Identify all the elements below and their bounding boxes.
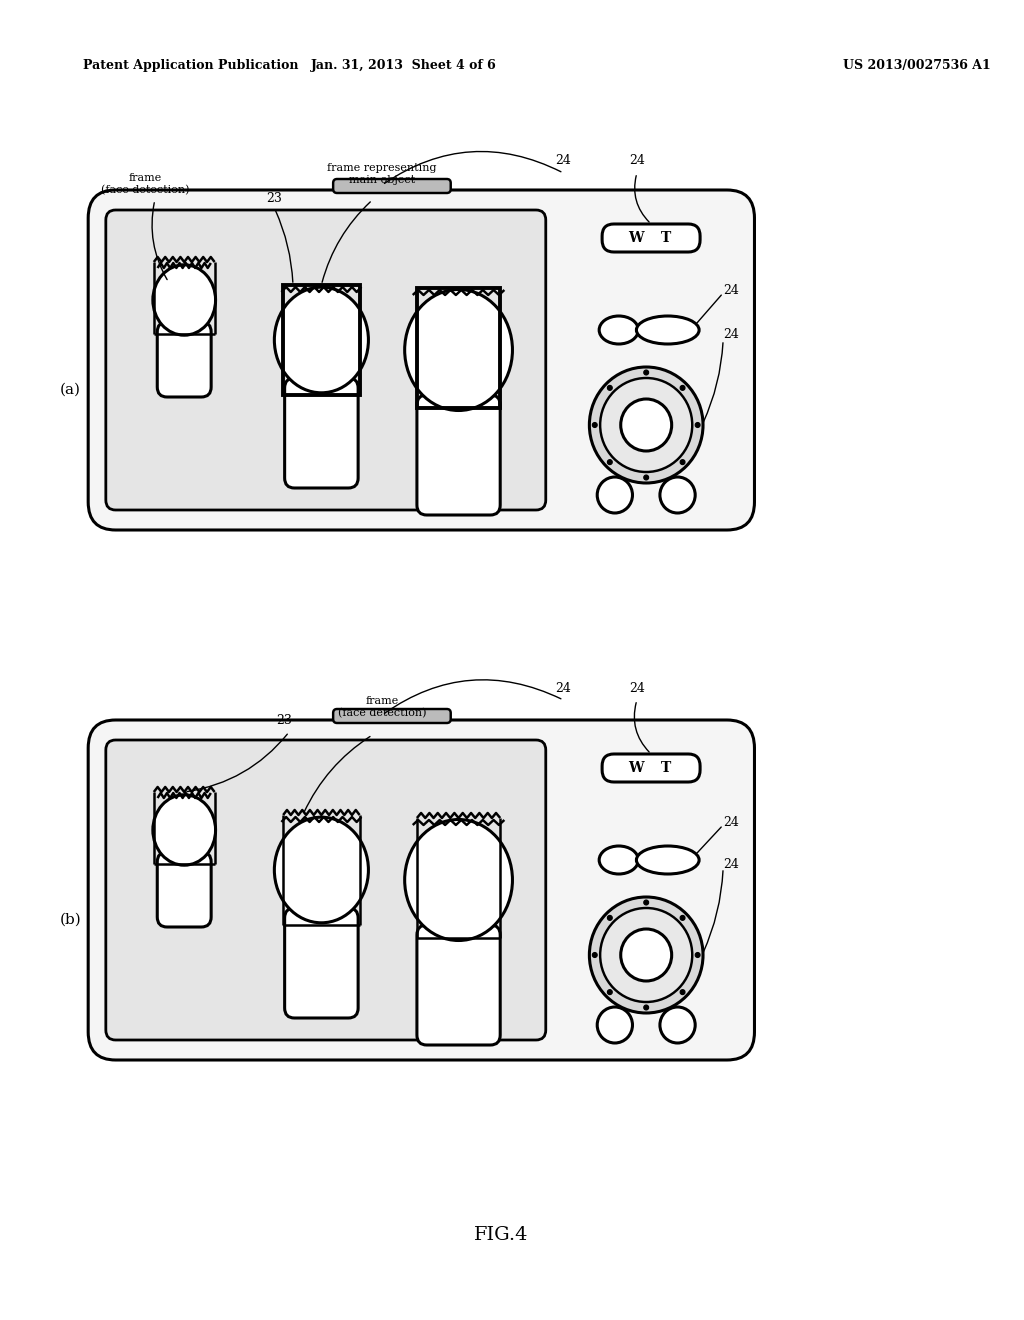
Ellipse shape [404,289,512,411]
Text: 24: 24 [723,329,739,342]
FancyBboxPatch shape [88,190,755,531]
Text: frame
(face detection): frame (face detection) [338,696,426,718]
Circle shape [597,1007,633,1043]
Bar [417,288,500,408]
Circle shape [621,399,672,451]
Ellipse shape [636,315,699,345]
FancyBboxPatch shape [285,908,358,1018]
Circle shape [600,378,692,473]
Ellipse shape [680,990,685,995]
FancyBboxPatch shape [88,719,755,1060]
Text: 23: 23 [266,191,283,205]
Text: W: W [629,231,644,246]
Text: frame
(face detection): frame (face detection) [100,173,189,195]
FancyBboxPatch shape [105,741,546,1040]
Text: FIG.4: FIG.4 [474,1226,529,1243]
Circle shape [590,367,703,483]
FancyBboxPatch shape [158,851,211,927]
FancyBboxPatch shape [285,378,358,488]
Ellipse shape [644,370,648,375]
Bar [284,285,359,395]
Text: Jan. 31, 2013  Sheet 4 of 6: Jan. 31, 2013 Sheet 4 of 6 [311,58,497,71]
Ellipse shape [644,475,648,480]
Text: W: W [629,762,644,775]
Ellipse shape [644,900,648,906]
Circle shape [659,1007,695,1043]
Text: 24: 24 [629,153,645,166]
Text: US 2013/0027536 A1: US 2013/0027536 A1 [843,58,990,71]
Ellipse shape [599,315,638,345]
Ellipse shape [592,953,597,957]
Ellipse shape [404,820,512,940]
Ellipse shape [636,846,699,874]
Text: 24: 24 [723,816,739,829]
Ellipse shape [680,459,685,465]
FancyBboxPatch shape [158,322,211,397]
Circle shape [590,898,703,1012]
Text: 24: 24 [555,681,571,694]
Text: (a): (a) [60,383,81,397]
FancyBboxPatch shape [417,395,500,515]
FancyBboxPatch shape [333,180,451,193]
Ellipse shape [644,1005,648,1010]
Circle shape [600,908,692,1002]
FancyBboxPatch shape [333,709,451,723]
Text: Patent Application Publication: Patent Application Publication [83,58,299,71]
Ellipse shape [274,288,369,393]
FancyBboxPatch shape [602,224,700,252]
Text: frame representing
main object: frame representing main object [328,164,437,185]
FancyBboxPatch shape [602,754,700,781]
Ellipse shape [680,915,685,920]
Ellipse shape [607,385,612,391]
FancyBboxPatch shape [105,210,546,510]
Ellipse shape [607,915,612,920]
Text: 23: 23 [276,714,292,726]
Text: (b): (b) [59,913,82,927]
FancyBboxPatch shape [417,925,500,1045]
Ellipse shape [695,953,700,957]
Text: 24: 24 [629,681,645,694]
Ellipse shape [274,817,369,923]
Ellipse shape [695,422,700,428]
Ellipse shape [607,990,612,995]
Ellipse shape [153,795,216,865]
Text: 24: 24 [723,858,739,871]
Ellipse shape [592,422,597,428]
Text: 24: 24 [555,153,571,166]
Circle shape [597,477,633,513]
Ellipse shape [153,265,216,335]
Circle shape [621,929,672,981]
Text: T: T [660,231,671,246]
Circle shape [659,477,695,513]
Ellipse shape [599,846,638,874]
Text: T: T [660,762,671,775]
Text: 24: 24 [723,284,739,297]
Ellipse shape [680,385,685,391]
Ellipse shape [607,459,612,465]
